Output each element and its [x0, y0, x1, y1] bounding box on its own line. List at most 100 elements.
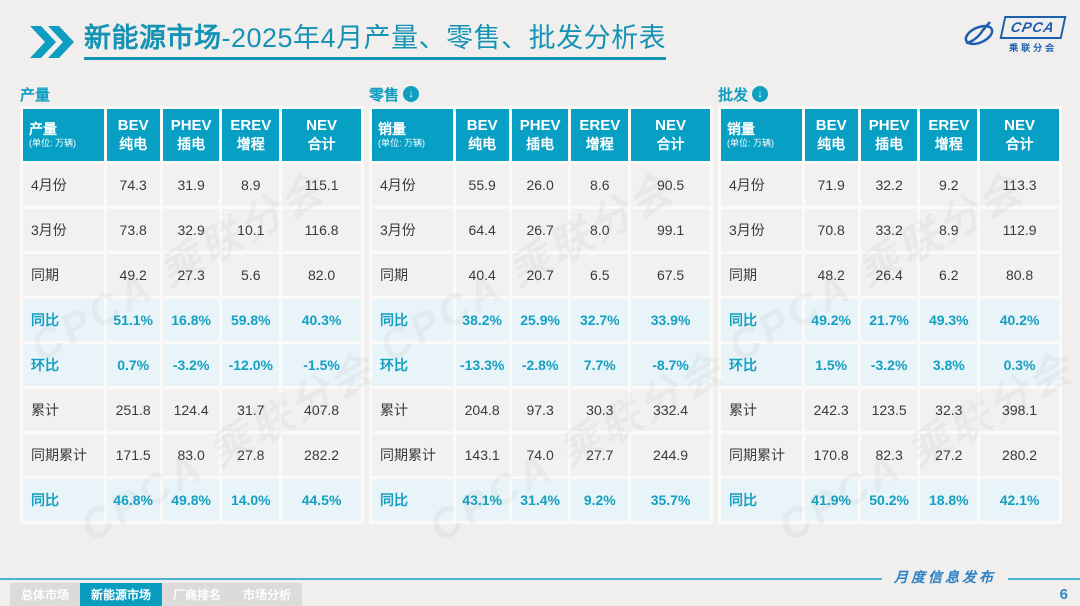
section-title-wholesale: 批发 ↓ — [718, 84, 1062, 104]
cell: 49.2% — [801, 296, 861, 344]
row-label: 同期累计 — [369, 431, 456, 479]
page-title-rest: -2025年4月产量、零售、批发分析表 — [221, 23, 667, 53]
column-header-en: PHEV — [868, 116, 910, 134]
cell: 27.2 — [917, 431, 981, 479]
column-header-zh: 插电 — [875, 135, 904, 152]
column-header-bev: BEV 纯电 — [452, 106, 512, 164]
cell: 0.7% — [103, 341, 163, 389]
column-header-en: EREV — [230, 116, 272, 134]
table-row: 同比 41.9% 50.2% 18.8% 42.1% — [718, 476, 1062, 524]
cell: 41.9% — [801, 476, 861, 524]
cell: 46.8% — [103, 476, 163, 524]
column-header-bev: BEV 纯电 — [103, 106, 163, 164]
section-title-label: 批发 — [718, 86, 749, 104]
down-arrow-icon: ↓ — [752, 86, 769, 102]
cell: 35.7% — [628, 476, 713, 524]
cell: 73.8 — [103, 206, 163, 254]
column-header-en: NEV — [306, 116, 337, 134]
column-header-zh: 增程 — [236, 135, 265, 152]
tab-nev-market[interactable]: 新能源市场 — [80, 583, 163, 606]
column-header-nev: NEV 合计 — [279, 106, 364, 164]
cell: 8.0 — [568, 206, 632, 254]
cell: 80.8 — [977, 251, 1062, 299]
column-header-en: BEV — [815, 116, 847, 134]
footer-divider — [0, 578, 1080, 580]
cell: 9.2% — [568, 476, 632, 524]
tab-manufacturer-ranking[interactable]: 厂商排名 — [162, 583, 233, 606]
cell: 67.5 — [628, 251, 713, 299]
corner-unit: (单位: 万辆) — [727, 138, 774, 148]
section-title-production: 产量 — [20, 84, 364, 104]
cell: 7.7% — [568, 341, 632, 389]
cell: 280.2 — [977, 431, 1062, 479]
cell: 398.1 — [977, 386, 1062, 434]
column-header-erev: EREV 增程 — [568, 106, 632, 164]
header-row: 销量 (单位: 万辆) BEV 纯电 PHEV 插电 EREV 增程 NEV 合计 — [718, 106, 1062, 164]
column-header-phev: PHEV 插电 — [159, 106, 223, 164]
cell: 31.7 — [219, 386, 283, 434]
cell: 27.7 — [568, 431, 632, 479]
table-row: 3月份 70.8 33.2 8.9 112.9 — [718, 206, 1062, 254]
tab-overall-market[interactable]: 总体市场 — [10, 583, 81, 606]
table-row: 同比 38.2% 25.9% 32.7% 33.9% — [369, 296, 713, 344]
cell: 55.9 — [452, 161, 512, 209]
cell: 99.1 — [628, 206, 713, 254]
corner-header: 产量 (单位: 万辆) — [20, 106, 107, 164]
cell: 407.8 — [279, 386, 364, 434]
cell: 8.9 — [219, 161, 283, 209]
cell: 50.2% — [857, 476, 921, 524]
row-label: 同期 — [20, 251, 107, 299]
cell: 42.1% — [977, 476, 1062, 524]
table-row: 同比 43.1% 31.4% 9.2% 35.7% — [369, 476, 713, 524]
row-label: 3月份 — [718, 206, 805, 254]
cell: 8.6 — [568, 161, 632, 209]
cell: 244.9 — [628, 431, 713, 479]
cell: 49.2 — [103, 251, 163, 299]
corner-header: 销量 (单位: 万辆) — [369, 106, 456, 164]
table-row: 同期累计 143.1 74.0 27.7 244.9 — [369, 431, 713, 479]
cell: 27.3 — [159, 251, 223, 299]
column-header-en: PHEV — [170, 116, 212, 134]
column-header-zh: 纯电 — [468, 135, 497, 152]
cell: 143.1 — [452, 431, 512, 479]
column-header-en: NEV — [655, 116, 686, 134]
column-header-nev: NEV 合计 — [977, 106, 1062, 164]
row-label: 4月份 — [20, 161, 107, 209]
cell: 97.3 — [508, 386, 572, 434]
row-label: 同比 — [369, 296, 456, 344]
cell: 90.5 — [628, 161, 713, 209]
column-header-phev: PHEV 插电 — [857, 106, 921, 164]
cell: 43.1% — [452, 476, 512, 524]
table-row: 4月份 71.9 32.2 9.2 113.3 — [718, 161, 1062, 209]
row-label: 环比 — [20, 341, 107, 389]
table-row: 累计 242.3 123.5 32.3 398.1 — [718, 386, 1062, 434]
slide-header: 新能源市场-2025年4月产量、零售、批发分析表 — [30, 23, 667, 60]
cell: 116.8 — [279, 206, 364, 254]
table-row: 同比 51.1% 16.8% 59.8% 40.3% — [20, 296, 364, 344]
down-arrow-icon: ↓ — [403, 86, 420, 102]
column-header-zh: 纯电 — [119, 135, 148, 152]
cell: 0.3% — [977, 341, 1062, 389]
column-header-en: BEV — [466, 116, 498, 134]
table-row: 同期 49.2 27.3 5.6 82.0 — [20, 251, 364, 299]
table-row: 同比 46.8% 49.8% 14.0% 44.5% — [20, 476, 364, 524]
cell: 40.3% — [279, 296, 364, 344]
row-label: 4月份 — [718, 161, 805, 209]
cell: -3.2% — [857, 341, 921, 389]
cell: 204.8 — [452, 386, 512, 434]
cell: 32.3 — [917, 386, 981, 434]
cell: 8.9 — [917, 206, 981, 254]
table-row: 环比 -13.3% -2.8% 7.7% -8.7% — [369, 341, 713, 389]
cell: 6.5 — [568, 251, 632, 299]
cell: 82.3 — [857, 431, 921, 479]
cell: 74.0 — [508, 431, 572, 479]
row-label: 累计 — [20, 386, 107, 434]
row-label: 同比 — [20, 476, 107, 524]
row-label: 4月份 — [369, 161, 456, 209]
corner-title: 销量 — [727, 121, 755, 138]
tab-market-analysis[interactable]: 市场分析 — [232, 583, 303, 606]
column-header-nev: NEV 合计 — [628, 106, 713, 164]
cell: 64.4 — [452, 206, 512, 254]
column-header-bev: BEV 纯电 — [801, 106, 861, 164]
corner-title: 产量 — [29, 121, 57, 138]
